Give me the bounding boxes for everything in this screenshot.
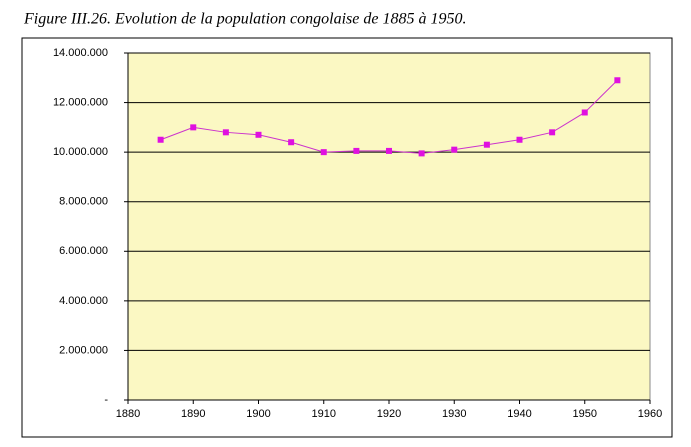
y-tick-label: 6.000.000 (59, 245, 108, 257)
y-tick-label: 14.000.000 (53, 47, 108, 59)
x-tick-label: 1910 (312, 408, 336, 420)
x-tick-label: 1920 (377, 408, 401, 420)
data-point (418, 150, 425, 157)
x-tick-label: 1950 (573, 408, 597, 420)
data-point (451, 146, 458, 153)
data-point (320, 149, 327, 156)
data-point (516, 136, 523, 143)
y-tick-label: 12.000.000 (53, 96, 108, 108)
x-tick-label: 1880 (116, 408, 140, 420)
x-tick-label: 1900 (246, 408, 270, 420)
y-tick-label: 8.000.000 (59, 196, 108, 208)
data-point (483, 141, 490, 148)
data-point (353, 147, 360, 154)
x-tick-label: 1940 (507, 408, 531, 420)
y-tick-label: - (104, 394, 108, 406)
data-point (288, 139, 295, 146)
x-tick-label: 1960 (638, 408, 662, 420)
plot-area (127, 52, 651, 401)
x-tick-label: 1890 (181, 408, 205, 420)
data-point (549, 129, 556, 136)
data-point (190, 124, 197, 131)
y-tick-label: 2.000.000 (59, 344, 108, 356)
data-point (255, 131, 262, 138)
data-point (386, 147, 392, 154)
x-tick-label: 1930 (442, 408, 466, 420)
data-point (614, 77, 621, 84)
data-point (581, 109, 588, 116)
y-tick-label: 4.000.000 (59, 295, 108, 307)
chart-title: Figure III.26. Evolution de la populatio… (23, 11, 466, 28)
y-tick-label: 10.000.000 (53, 146, 108, 158)
data-point (222, 129, 229, 136)
data-point (157, 136, 164, 143)
